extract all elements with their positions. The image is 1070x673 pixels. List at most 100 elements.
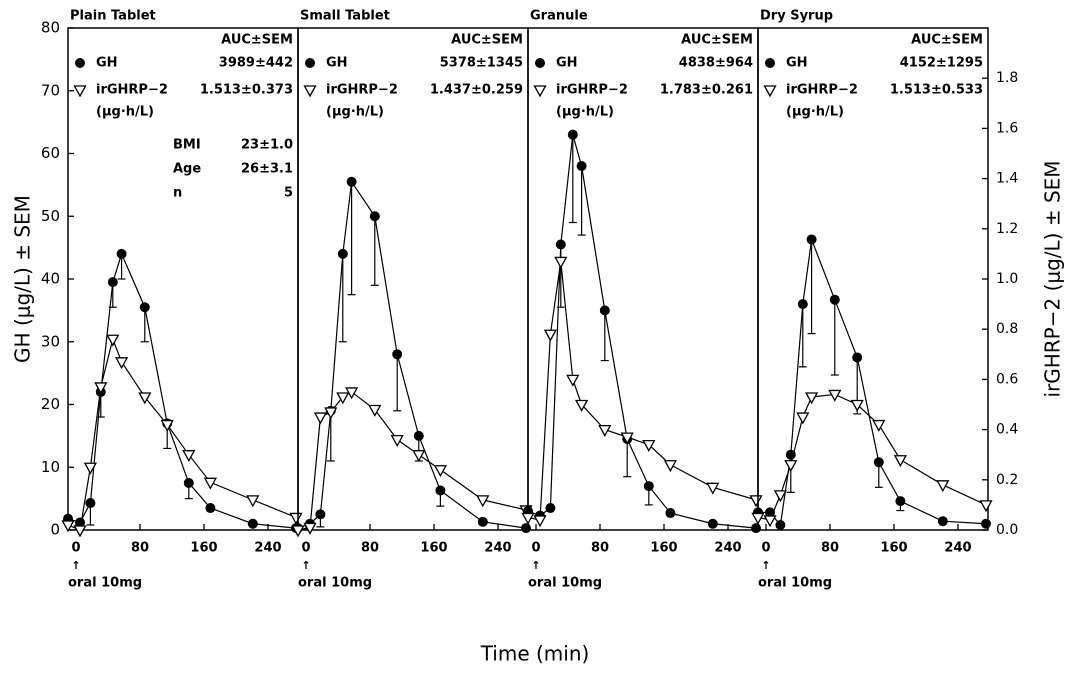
dose-label: oral 10mg (528, 576, 602, 591)
irghrp-point (533, 85, 547, 98)
gh-point (107, 277, 118, 288)
auc-header: AUC±SEM (221, 33, 293, 48)
irghrp-point (345, 387, 359, 400)
irghrp-point (115, 357, 129, 370)
irghrp-point (850, 399, 864, 412)
irghrp-point (73, 85, 87, 98)
auc-unit: (μg·h/L) (786, 105, 844, 120)
gh-point (751, 523, 761, 534)
gh-point (981, 518, 991, 529)
auc-header: AUC±SEM (681, 33, 753, 48)
x-axis-label: Time (min) (480, 642, 590, 666)
panel-title: Small Tablet (300, 9, 390, 24)
auc-value: 5378±1345 (440, 56, 523, 71)
auc-value: 4838±964 (679, 56, 753, 71)
x-tick-label: 160 (420, 541, 447, 556)
series-line (527, 261, 757, 521)
y-tick-label: 40 (41, 270, 60, 288)
irghrp-point (566, 374, 580, 387)
gh-point (521, 523, 531, 534)
y2-tick-label: 0.8 (996, 321, 1018, 337)
irghrp-point (642, 440, 656, 453)
x-tick-label: 0 (301, 541, 310, 556)
irghrp-point (805, 392, 819, 405)
series-line (757, 393, 987, 521)
irghrp-point (663, 460, 677, 473)
gh-point (477, 516, 488, 527)
y-axis-label: GH (μg/L) ± SEM (11, 195, 35, 363)
y2-axis-label: irGHRP−2 (μg/L) ± SEM (1041, 160, 1065, 397)
irghrp-point (575, 399, 589, 412)
gh-point (576, 161, 587, 172)
gh-point (315, 509, 326, 520)
x-tick-label: 80 (591, 541, 609, 556)
irghrp-point (313, 412, 327, 425)
irghrp-point (521, 512, 535, 525)
auc-value: 3989±442 (219, 56, 293, 71)
auc-value: 1.437±0.259 (430, 83, 523, 98)
x-tick-label: 240 (714, 541, 741, 556)
dose-label: oral 10mg (298, 576, 372, 591)
gh-point (75, 58, 85, 68)
y-tick-label: 50 (41, 207, 60, 225)
irghrp-point (83, 462, 97, 475)
gh-point (85, 498, 96, 509)
gh-point (567, 129, 578, 140)
panel-title: Dry Syrup (760, 9, 833, 24)
irghrp-point (763, 85, 777, 98)
x-tick-label: 80 (361, 541, 379, 556)
stat-value: 23±1.0 (241, 138, 293, 153)
x-tick-label: 0 (531, 541, 540, 556)
stat-label: BMI (173, 138, 201, 153)
irghrp-point (390, 434, 404, 447)
irghrp-point (203, 477, 217, 490)
y-tick-label: 60 (41, 144, 60, 162)
legend-label: GH (326, 56, 348, 71)
gh-point (806, 234, 817, 245)
y2-tick-label: 1.8 (996, 70, 1018, 86)
legend-label: GH (556, 56, 578, 71)
dose-arrow: ↑ (301, 559, 310, 572)
irghrp-point (138, 392, 152, 405)
auc-unit: (μg·h/L) (556, 105, 614, 120)
irghrp-point (620, 432, 634, 445)
x-tick-label: 0 (761, 541, 770, 556)
gh-point (392, 349, 403, 360)
stat-value: 26±3.1 (241, 162, 293, 177)
irghrp-point (289, 512, 303, 525)
gh-point (665, 508, 676, 519)
series-line (297, 391, 527, 531)
irghrp-point (433, 465, 447, 478)
gh-point (707, 518, 718, 529)
gh-point (435, 485, 446, 496)
irghrp-point (773, 490, 787, 503)
series-line (67, 337, 297, 531)
irghrp-point (303, 522, 317, 535)
auc-value: 1.783±0.261 (660, 83, 753, 98)
y2-tick-label: 0.0 (996, 522, 1018, 538)
x-tick-label: 0 (71, 541, 80, 556)
stat-label: n (173, 186, 182, 201)
gh-point (346, 176, 357, 187)
gh-point (852, 352, 863, 363)
gh-point (305, 58, 315, 68)
gh-point (247, 518, 258, 529)
gh-point (643, 481, 654, 492)
x-tick-label: 80 (131, 541, 149, 556)
auc-unit: (μg·h/L) (326, 105, 384, 120)
gh-point (75, 517, 85, 528)
dose-label: oral 10mg (758, 576, 832, 591)
irghrp-point (476, 495, 490, 508)
y-tick-label: 0 (50, 521, 60, 539)
y2-tick-label: 0.4 (996, 422, 1018, 438)
y-tick-label: 80 (41, 19, 60, 37)
irghrp-point (796, 412, 810, 425)
gh-point (337, 248, 348, 259)
legend-label: irGHRP−2 (556, 83, 628, 98)
x-tick-label: 160 (190, 541, 217, 556)
gh-point (139, 302, 150, 313)
panel-frame (297, 27, 529, 531)
irghrp-point (533, 515, 547, 528)
gh-point (413, 430, 424, 441)
